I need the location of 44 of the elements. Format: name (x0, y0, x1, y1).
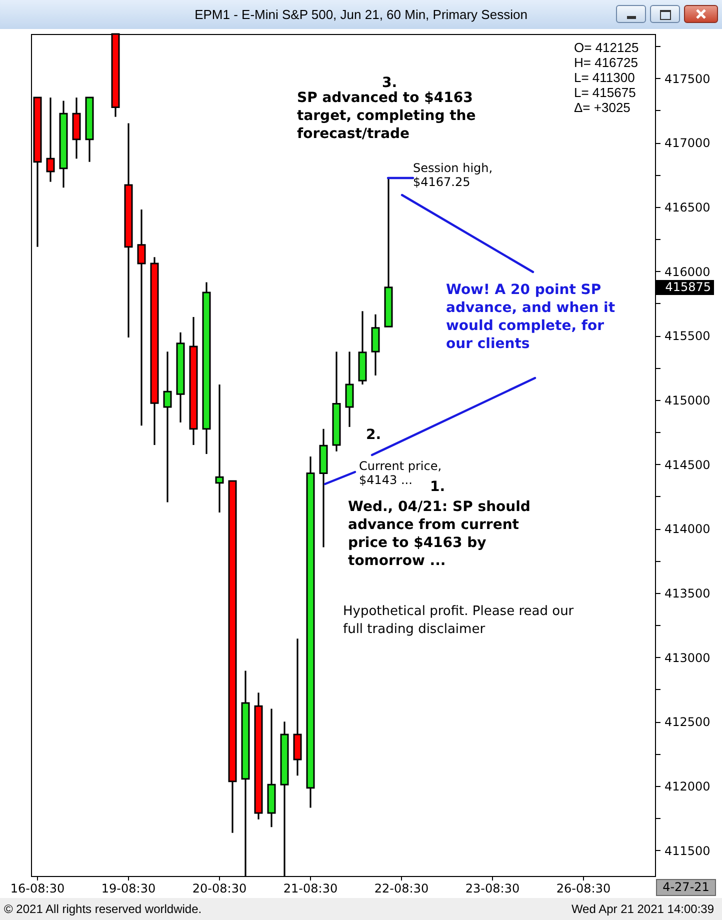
x-tick-label: 16-08:30 (10, 882, 65, 896)
y-tick-label: 413500 (664, 586, 710, 600)
annotation: 3. (382, 74, 398, 91)
annotation: Δ= +3025 (574, 100, 630, 115)
annotation: Session high, $4167.25 (413, 161, 494, 189)
x-tick-label: 20-08:30 (192, 882, 247, 896)
y-tick-label: 414000 (664, 522, 710, 536)
annotation: O= 412125 (574, 40, 639, 55)
candlestick (163, 350, 172, 504)
text: 4-27-21 (656, 879, 716, 896)
x-tick-label: 23-08:30 (465, 882, 520, 896)
x-tick-label: 19-08:30 (101, 882, 156, 896)
annotation: 2. (366, 426, 382, 444)
candlestick (345, 350, 354, 428)
x-tick-label: 22-08:30 (374, 882, 429, 896)
annotation: Wow! A 20 point SP advance, and when it would complete, for our clients (446, 281, 616, 353)
annotation: Wed., 04/21: SP should advance from current price to $4163 by tomorrow ... (348, 498, 532, 570)
y-tick-label: 412500 (664, 715, 710, 730)
y-tick-label: 411500 (664, 844, 710, 858)
text: © 2021 All rights reserved worldwide. (4, 902, 202, 916)
y-tick-label: 415500 (664, 329, 710, 344)
y-tick-label: 414500 (664, 458, 710, 472)
y-tick-label: 413000 (664, 650, 710, 665)
y-tick-label: 417000 (664, 136, 710, 150)
candlestick (215, 384, 224, 514)
chart-title: EPM1 - E-Mini S&P 500, Jun 21, 60 Min, Primary Session (194, 7, 528, 22)
y-tick-label: 415000 (664, 393, 710, 408)
candlestick (371, 314, 380, 376)
annotation: SP advanced to $4163 target, completing the forecast/trade (297, 89, 477, 143)
y-tick-label: 417500 (664, 72, 710, 86)
annotation: 1. (430, 478, 446, 496)
y-tick-label: 412000 (664, 779, 710, 794)
annotation: Hypothetical profit. Please read our full trading disclaimer (343, 603, 575, 639)
annotation: L= 411300 (574, 70, 635, 85)
candlestick (46, 96, 55, 183)
x-tick-label: 26-08:30 (556, 882, 611, 896)
text: 415875 (656, 280, 714, 295)
y-tick-label: 416500 (664, 200, 710, 214)
annotation: H= 416725 (574, 55, 638, 70)
text: Wed Apr 21 2021 14:00:39 (571, 902, 714, 916)
candlestick (137, 208, 146, 426)
annotation: L= 415675 (574, 85, 636, 100)
y-tick-label: 416000 (664, 264, 710, 279)
x-tick-label: 21-08:30 (283, 882, 338, 896)
